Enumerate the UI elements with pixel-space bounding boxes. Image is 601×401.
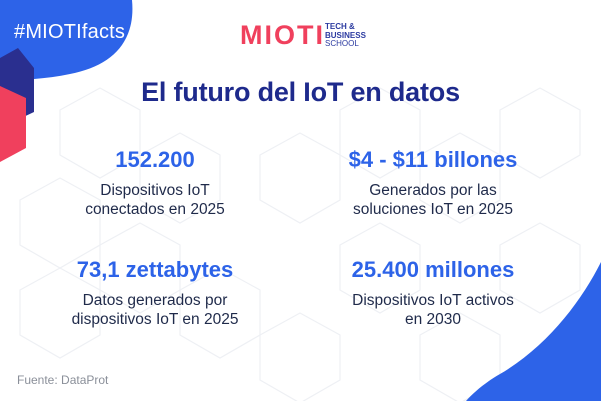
fact-value: 73,1 zettabytes [76, 257, 234, 282]
fact-desc-line1: Dispositivos IoT activos [352, 292, 514, 309]
logo-sub-line3: SCHOOL [325, 39, 359, 48]
hexagon-pattern [19, 87, 581, 401]
hashtag: #MIOTIfacts [14, 21, 126, 43]
source-note: Fuente: DataProt [17, 373, 109, 387]
fact-desc-line2: soluciones IoT en 2025 [353, 201, 513, 218]
fact-value: $4 - $11 billones [348, 147, 518, 172]
page-title: El futuro del IoT en datos [141, 77, 460, 107]
fact-desc-line2: en 2030 [404, 311, 462, 328]
bottom-right-blue-wave [466, 262, 601, 401]
fact-devices-connected: 152.200 Dispositivos IoT conectados en 2… [30, 147, 280, 219]
fact-desc-line1: Datos generados por [82, 292, 228, 309]
logo-sub-line1: TECH & [325, 22, 355, 31]
logo-subtitle: TECH & BUSINESS SCHOOL [325, 22, 385, 49]
fact-desc-line2: dispositivos IoT en 2025 [71, 311, 239, 328]
fact-desc-line2: conectados en 2025 [85, 201, 225, 218]
logo-wordmark: MIOTI [240, 20, 325, 50]
fact-desc-line1: Dispositivos IoT [100, 182, 210, 199]
fact-description: Dispositivos IoT activos en 2030 [308, 291, 558, 329]
fact-description: Generados por las soluciones IoT en 2025 [308, 181, 558, 219]
fact-revenue: $4 - $11 billones Generados por las solu… [308, 147, 558, 219]
top-left-blue-shape [0, 0, 133, 81]
fact-value: 152.200 [115, 147, 195, 172]
fact-value: 25.400 millones [351, 257, 515, 282]
fact-description: Datos generados por dispositivos IoT en … [30, 291, 280, 329]
fact-description: Dispositivos IoT conectados en 2025 [30, 181, 280, 219]
logo-sub-line2: BUSINESS [325, 30, 366, 40]
fact-desc-line1: Generados por las [369, 182, 497, 199]
fact-active-devices: 25.400 millones Dispositivos IoT activos… [308, 257, 558, 329]
fact-data-generated: 73,1 zettabytes Datos generados por disp… [30, 257, 280, 329]
pink-hexagon [0, 86, 26, 162]
